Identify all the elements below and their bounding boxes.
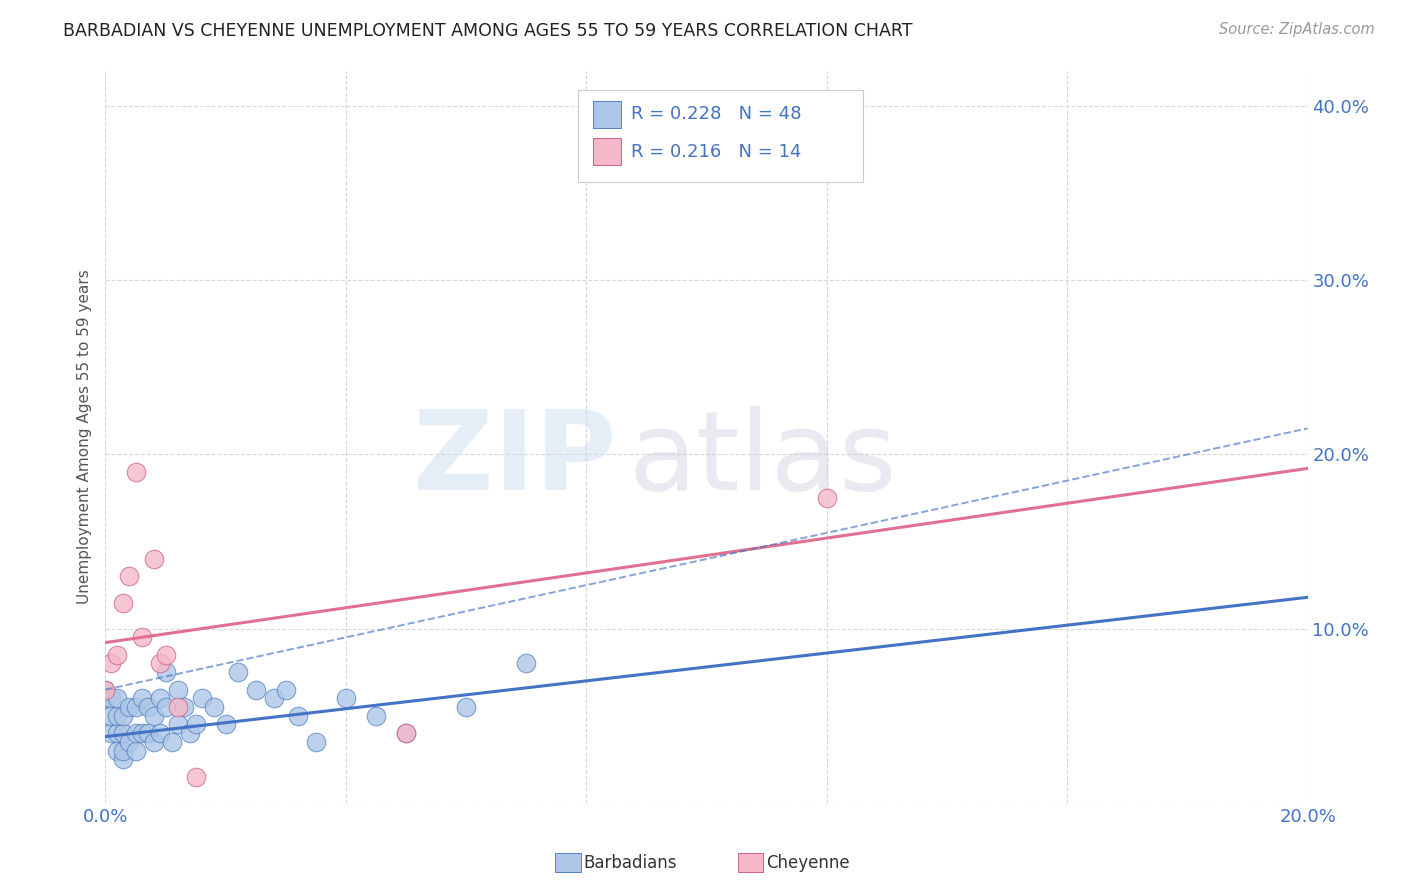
Text: R = 0.216   N = 14: R = 0.216 N = 14 [631, 143, 801, 161]
Point [226, 665, 249, 680]
Text: Barbadians: Barbadians [583, 854, 678, 871]
Point [100, 657, 122, 671]
Point [155, 665, 177, 680]
Point [100, 726, 122, 740]
Point [815, 491, 838, 505]
Point [364, 708, 387, 723]
Point [142, 552, 165, 566]
Point [112, 595, 135, 609]
Point [454, 700, 477, 714]
Point [515, 657, 537, 671]
Point [395, 726, 418, 740]
Text: ZIP: ZIP [413, 406, 616, 513]
Point [287, 708, 309, 723]
Point [131, 691, 153, 706]
Point [100, 708, 122, 723]
Point [107, 743, 129, 757]
Point [112, 708, 135, 723]
Point [155, 648, 177, 662]
Point [173, 700, 195, 714]
Point [166, 682, 188, 697]
Point [112, 752, 135, 766]
Y-axis label: Unemployment Among Ages 55 to 59 years: Unemployment Among Ages 55 to 59 years [77, 269, 93, 605]
Point [184, 770, 207, 784]
Point [245, 682, 267, 697]
Point [160, 735, 183, 749]
Point [148, 657, 170, 671]
Point [274, 682, 297, 697]
Point [148, 726, 170, 740]
Point [107, 691, 129, 706]
Point [131, 631, 153, 645]
Point [131, 726, 153, 740]
Point [155, 700, 177, 714]
Point [142, 735, 165, 749]
Point [124, 726, 146, 740]
Point [214, 717, 236, 731]
Text: Source: ZipAtlas.com: Source: ZipAtlas.com [1219, 22, 1375, 37]
Point [124, 743, 146, 757]
Point [112, 726, 135, 740]
Point [263, 691, 285, 706]
Point [184, 717, 207, 731]
Point [136, 700, 159, 714]
Point [124, 700, 146, 714]
Point [179, 726, 201, 740]
Point [118, 735, 141, 749]
Point [136, 726, 159, 740]
Point [305, 735, 328, 749]
Point [107, 708, 129, 723]
Point [166, 717, 188, 731]
Point [166, 700, 188, 714]
Point [395, 726, 418, 740]
Text: R = 0.228   N = 48: R = 0.228 N = 48 [631, 105, 801, 123]
Point [94, 682, 117, 697]
Point [107, 726, 129, 740]
Point [118, 700, 141, 714]
Point [335, 691, 357, 706]
Point [148, 691, 170, 706]
Point [100, 691, 122, 706]
Point [202, 700, 225, 714]
Point [190, 691, 212, 706]
Point [94, 691, 117, 706]
Point [118, 569, 141, 583]
Point [107, 648, 129, 662]
Text: atlas: atlas [628, 406, 897, 513]
Text: BARBADIAN VS CHEYENNE UNEMPLOYMENT AMONG AGES 55 TO 59 YEARS CORRELATION CHART: BARBADIAN VS CHEYENNE UNEMPLOYMENT AMONG… [63, 22, 912, 40]
Text: Cheyenne: Cheyenne [766, 854, 849, 871]
Point [112, 743, 135, 757]
Point [94, 682, 117, 697]
Point [142, 708, 165, 723]
Point [124, 465, 146, 479]
